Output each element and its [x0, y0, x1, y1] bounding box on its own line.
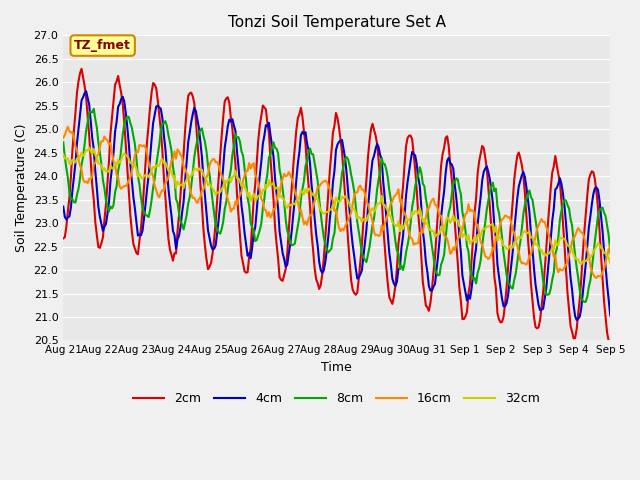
- 32cm: [361, 216, 369, 222]
- 8cm: [564, 202, 572, 208]
- Line: 32cm: 32cm: [63, 147, 640, 271]
- 32cm: [79, 153, 87, 159]
- 32cm: [564, 243, 572, 249]
- 16cm: [630, 285, 638, 291]
- Legend: 2cm, 4cm, 8cm, 16cm, 32cm: 2cm, 4cm, 8cm, 16cm, 32cm: [128, 387, 545, 410]
- 16cm: [477, 240, 484, 245]
- 8cm: [616, 306, 623, 312]
- 2cm: [77, 66, 85, 72]
- 2cm: [60, 236, 67, 241]
- 32cm: [60, 152, 67, 157]
- 2cm: [477, 151, 484, 156]
- 4cm: [79, 95, 87, 100]
- 4cm: [564, 240, 572, 245]
- 2cm: [81, 83, 88, 89]
- X-axis label: Time: Time: [321, 361, 352, 374]
- 4cm: [361, 240, 369, 246]
- 4cm: [83, 88, 90, 94]
- 32cm: [85, 144, 93, 150]
- 4cm: [477, 194, 484, 200]
- Title: Tonzi Soil Temperature Set A: Tonzi Soil Temperature Set A: [228, 15, 446, 30]
- 8cm: [477, 257, 484, 263]
- 32cm: [477, 233, 484, 239]
- 16cm: [99, 139, 107, 144]
- 4cm: [99, 228, 107, 234]
- 8cm: [79, 154, 87, 160]
- 16cm: [64, 124, 72, 130]
- 16cm: [60, 135, 67, 141]
- 16cm: [564, 260, 572, 265]
- 4cm: [60, 204, 67, 209]
- Line: 8cm: 8cm: [63, 109, 640, 309]
- 8cm: [90, 106, 97, 112]
- 2cm: [361, 196, 369, 202]
- 4cm: [611, 324, 619, 330]
- 2cm: [564, 290, 572, 296]
- Line: 16cm: 16cm: [63, 127, 640, 288]
- 8cm: [361, 257, 369, 263]
- 2cm: [99, 235, 107, 240]
- 16cm: [81, 180, 88, 185]
- 16cm: [361, 191, 369, 197]
- Y-axis label: Soil Temperature (C): Soil Temperature (C): [15, 124, 28, 252]
- 8cm: [99, 177, 107, 183]
- Line: 4cm: 4cm: [63, 91, 640, 327]
- 32cm: [99, 167, 107, 173]
- Line: 2cm: 2cm: [63, 69, 640, 354]
- 8cm: [60, 139, 67, 145]
- Text: TZ_fmet: TZ_fmet: [74, 39, 131, 52]
